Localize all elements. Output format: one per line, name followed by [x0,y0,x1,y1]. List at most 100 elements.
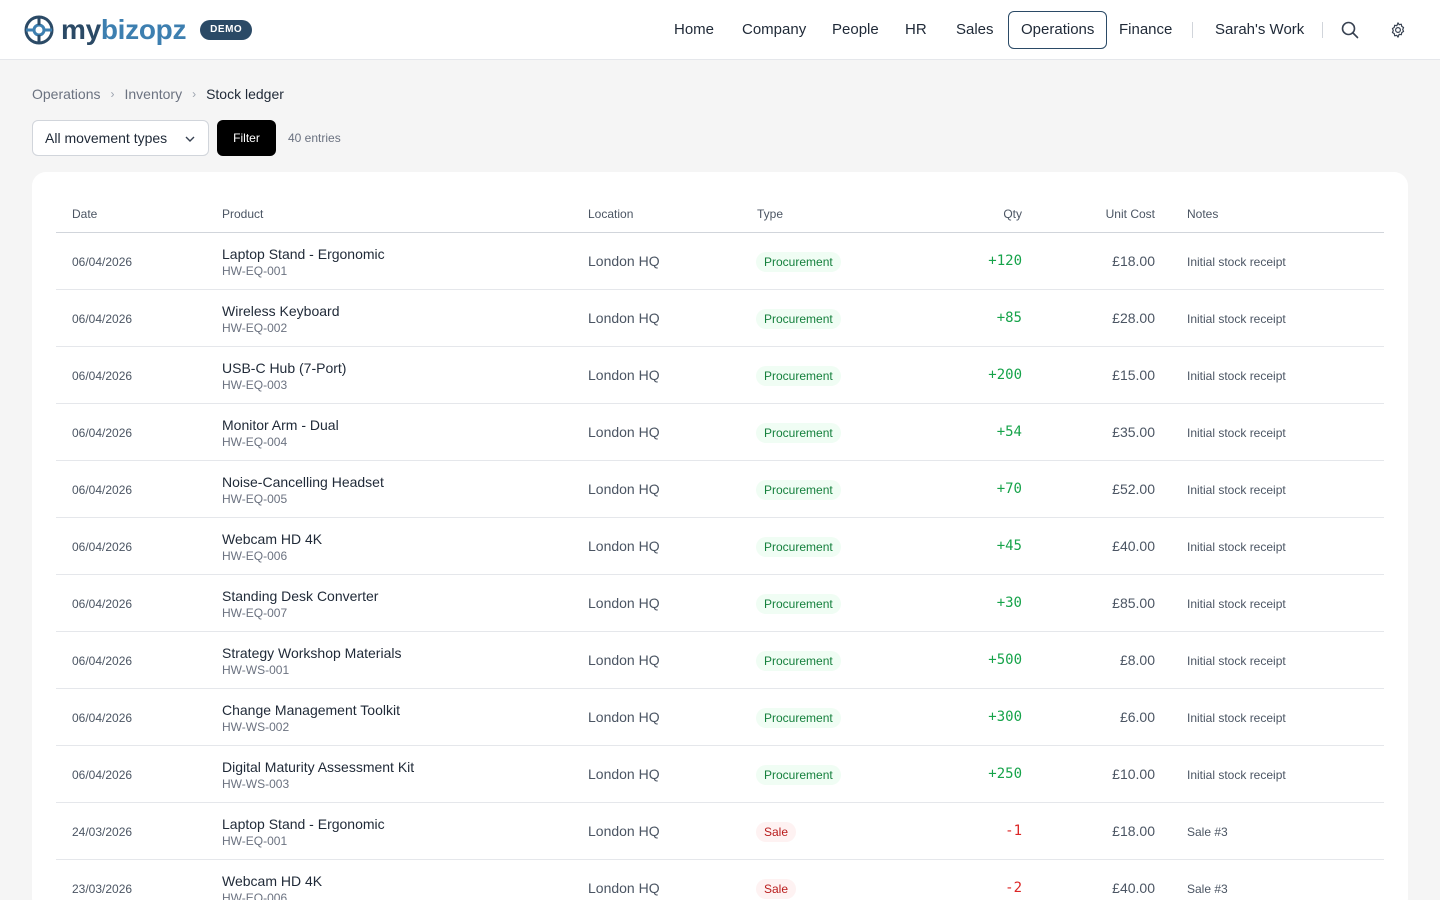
table-row[interactable]: 06/04/2026 Webcam HD 4K HW-EQ-006 London HQ… [56,518,1384,575]
nav-home[interactable]: Home [674,21,715,38]
table-row[interactable]: 06/04/2026 USB-C Hub (7-Port) HW-EQ-003 Lon… [56,347,1384,404]
cell-unit-cost: £6.00 [1119,709,1155,725]
cell-location: London HQ [588,367,660,383]
cell-product-name[interactable]: Webcam HD 4K [222,873,323,889]
nav-sales[interactable]: Sales [956,21,994,38]
top-navigation-bar: mybizopz DEMO Home Company People HR Sal… [0,0,1440,60]
cell-location: London HQ [588,595,660,611]
chevron-right-icon: › [192,87,197,101]
cell-notes: Sale #3 [1187,825,1228,839]
cell-product-name[interactable]: Laptop Stand - Ergonomic [222,246,385,262]
cell-date: 06/04/2026 [72,426,133,440]
cell-product-name[interactable]: Noise-Cancelling Headset [222,474,384,490]
nav-operations[interactable]: Operations [1008,11,1108,49]
column-header-type[interactable]: Type [757,207,784,221]
table-header: Date Product Location Type Qty Unit Cost… [56,172,1384,233]
table-row[interactable]: 06/04/2026 Change Management Toolkit HW-WS… [56,689,1384,746]
table-row[interactable]: 06/04/2026 Wireless Keyboard HW-EQ-002 Lond… [56,290,1384,347]
table-row[interactable]: 06/04/2026 Noise-Cancelling Headset HW-EQ-… [56,461,1384,518]
breadcrumb-current: Stock ledger [206,86,284,102]
table-row[interactable]: 06/04/2026 Standing Desk Converter HW-EQ-0… [56,575,1384,632]
cell-notes: Initial stock receipt [1187,369,1286,383]
nav-hr[interactable]: HR [905,21,927,38]
type-badge: Procurement [756,765,841,785]
cell-unit-cost: £40.00 [1112,538,1155,554]
cell-product-sku: HW-EQ-001 [222,834,288,848]
stock-ledger-table: Date Product Location Type Qty Unit Cost… [32,172,1408,900]
type-badge: Procurement [756,423,841,443]
movement-type-select[interactable]: All movement types [32,120,209,156]
cell-date: 06/04/2026 [72,312,133,326]
table-row[interactable]: 24/03/2026 Laptop Stand - Ergonomic HW-EQ-… [56,803,1384,860]
cell-location: London HQ [588,709,660,725]
nav-finance[interactable]: Finance [1119,21,1173,38]
cell-product-name[interactable]: Digital Maturity Assessment Kit [222,759,415,775]
cell-product-sku: HW-EQ-007 [222,606,288,620]
type-badge: Procurement [756,594,841,614]
cell-unit-cost: £18.00 [1112,253,1155,269]
cell-qty: +54 [996,424,1022,440]
type-badge: Procurement [756,480,841,500]
type-badge: Procurement [756,252,841,272]
table-row[interactable]: 06/04/2026 Strategy Workshop Materials HW-… [56,632,1384,689]
nav-user-work[interactable]: Sarah's Work [1215,21,1305,38]
column-header-date[interactable]: Date [72,207,98,221]
search-icon[interactable] [1341,21,1359,39]
column-header-product[interactable]: Product [222,207,264,221]
cell-product-name[interactable]: Strategy Workshop Materials [222,645,402,661]
cell-product-name[interactable]: Webcam HD 4K [222,531,323,547]
breadcrumb-operations[interactable]: Operations [32,86,101,102]
column-header-notes[interactable]: Notes [1187,207,1219,221]
brand-logo[interactable]: mybizopz DEMO [24,14,253,46]
cell-product-sku: HW-EQ-004 [222,435,288,449]
cell-notes: Initial stock receipt [1187,711,1286,725]
column-header-qty[interactable]: Qty [1003,207,1022,221]
table-row[interactable]: 06/04/2026 Digital Maturity Assessment Ki… [56,746,1384,803]
nav-divider [1322,22,1323,38]
nav-people[interactable]: People [832,21,879,38]
nav-company[interactable]: Company [742,21,807,38]
cell-unit-cost: £40.00 [1112,880,1155,896]
cell-product-name[interactable]: Standing Desk Converter [222,588,379,604]
filter-button[interactable]: Filter [217,120,276,156]
chevron-right-icon: › [110,87,115,101]
chevron-down-icon [185,136,195,142]
nav-divider [1192,22,1193,38]
cell-qty: +300 [988,709,1022,725]
cell-location: London HQ [588,880,660,896]
cell-unit-cost: £52.00 [1112,481,1155,497]
type-badge: Procurement [756,708,841,728]
type-badge: Procurement [756,651,841,671]
breadcrumb-inventory[interactable]: Inventory [124,86,183,102]
cell-notes: Initial stock receipt [1187,540,1286,554]
cell-qty: -2 [1005,880,1022,896]
cell-notes: Initial stock receipt [1187,255,1286,269]
column-header-location[interactable]: Location [588,207,634,221]
cell-product-name[interactable]: Change Management Toolkit [222,702,400,718]
cell-product-name[interactable]: USB-C Hub (7-Port) [222,360,347,376]
column-header-unit-cost[interactable]: Unit Cost [1105,207,1155,221]
cell-location: London HQ [588,253,660,269]
cell-notes: Initial stock receipt [1187,768,1286,782]
cell-date: 06/04/2026 [72,483,133,497]
movement-type-value: All movement types [45,130,168,146]
cell-product-name[interactable]: Monitor Arm - Dual [222,417,339,433]
cell-notes: Sale #3 [1187,882,1228,896]
type-badge: Sale [756,879,797,899]
cell-qty: +30 [996,595,1022,611]
cell-product-sku: HW-WS-001 [222,663,290,677]
cell-product-name[interactable]: Wireless Keyboard [222,303,340,319]
gear-icon[interactable] [1389,21,1407,39]
table-row[interactable]: 23/03/2026 Webcam HD 4K HW-EQ-006 London HQ… [56,860,1384,900]
cell-product-sku: HW-WS-003 [222,777,290,791]
logo-icon [24,15,54,45]
entries-count: 40 entries [288,131,341,145]
cell-notes: Initial stock receipt [1187,483,1286,497]
table-row[interactable]: 06/04/2026 Monitor Arm - Dual HW-EQ-004 Lon… [56,404,1384,461]
demo-badge: DEMO [200,20,253,40]
table-row[interactable]: 06/04/2026 Laptop Stand - Ergonomic HW-EQ-… [56,233,1384,290]
cell-date: 23/03/2026 [72,882,133,896]
cell-product-sku: HW-EQ-006 [222,549,288,563]
cell-product-sku: HW-EQ-005 [222,492,288,506]
cell-product-name[interactable]: Laptop Stand - Ergonomic [222,816,385,832]
